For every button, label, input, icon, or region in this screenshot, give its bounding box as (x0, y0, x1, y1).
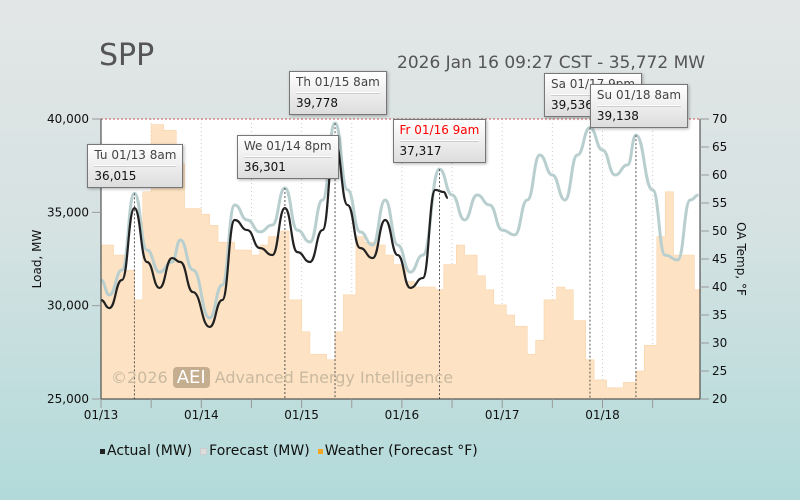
chart-title: SPP (99, 38, 155, 73)
tooltip-value: 37,317 (399, 144, 442, 158)
legend-label: Forecast (MW) (209, 443, 310, 459)
tooltip-date: Su 01/18 8am (596, 88, 682, 106)
x-tick-label: 01/17 (485, 408, 520, 422)
tooltip-value: 39,536 (550, 98, 593, 112)
y2-tick-label: 25 (712, 364, 727, 378)
y-tick-label: 40,000 (47, 112, 89, 126)
peak-tooltip: Fr 01/16 9am 37,317 (392, 119, 487, 163)
y2-tick-label: 35 (712, 308, 727, 322)
tooltip-date: Tu 01/13 8am (94, 148, 177, 166)
tooltip-date: Fr 01/16 9am (399, 123, 480, 141)
y2-tick-label: 55 (712, 196, 727, 210)
y-tick-label: 35,000 (47, 205, 89, 219)
y2-tick-label: 45 (712, 252, 727, 266)
y2-tick-label: 60 (712, 168, 727, 182)
actual-line (100, 141, 449, 329)
tooltip-date: Th 01/15 8am (296, 75, 380, 93)
tooltip-value: 39,778 (296, 96, 339, 110)
tooltip-value: 36,015 (94, 169, 137, 183)
watermark-company: Advanced Energy Intelligence (214, 368, 454, 387)
legend-item-actual[interactable]: Actual (MW) (100, 443, 192, 459)
y2-tick-label: 30 (712, 336, 727, 350)
watermark-copyright: ©2026 (111, 368, 168, 387)
watermark: ©2026 AEI Advanced Energy Intelligence (111, 367, 453, 388)
y2-axis-label: OA Temp, °F (734, 222, 748, 296)
legend-item-weather[interactable]: Weather (Forecast °F) (317, 443, 478, 459)
legend-label: Actual (MW) (107, 443, 193, 459)
aei-logo: AEI (172, 367, 210, 388)
peak-tooltip: Su 01/18 8am 39,138 (589, 84, 689, 128)
tooltip-date: We 01/14 8pm (243, 139, 332, 157)
legend-label: Weather (Forecast °F) (324, 443, 478, 459)
x-tick-label: 01/13 (84, 408, 119, 422)
x-tick-label: 01/18 (585, 408, 620, 422)
y-tick-label: 30,000 (47, 299, 89, 313)
tooltip-value: 39,138 (596, 109, 639, 123)
current-load-status: 2026 Jan 16 09:27 CST - 35,772 MW (397, 53, 706, 73)
peak-tooltip: Tu 01/13 8am 36,015 (87, 144, 184, 188)
y2-tick-label: 70 (712, 112, 727, 126)
peak-tooltip: We 01/14 8pm 36,301 (236, 135, 339, 179)
x-tick-label: 01/15 (284, 408, 319, 422)
y-tick-label: 25,000 (47, 392, 89, 406)
y-axis-label: Load, MW (30, 230, 44, 289)
y2-tick-label: 40 (712, 280, 727, 294)
y2-tick-label: 50 (712, 224, 727, 238)
x-tick-label: 01/14 (184, 408, 219, 422)
legend: Actual (MW) Forecast (MW) Weather (Forec… (100, 443, 478, 459)
y2-tick-label: 20 (712, 392, 727, 406)
tooltip-value: 36,301 (243, 160, 286, 174)
forecast-line (100, 121, 699, 320)
peak-tooltip: Th 01/15 8am 39,778 (289, 71, 387, 115)
x-tick-label: 01/16 (385, 408, 420, 422)
legend-item-forecast[interactable]: Forecast (MW) (200, 443, 310, 459)
y2-tick-label: 65 (712, 140, 727, 154)
